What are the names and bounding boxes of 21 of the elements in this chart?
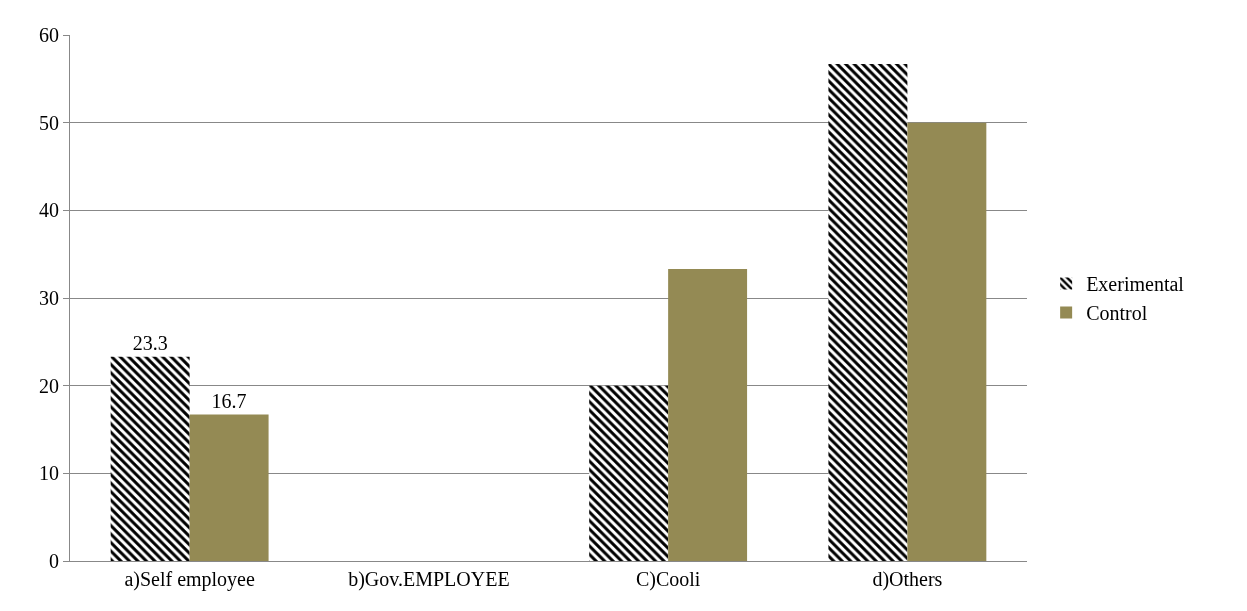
data-label: 23.3 [132,331,168,354]
x-tick-label: C)Cooli [635,568,701,591]
x-tick-label: d)Others [872,568,943,591]
text: Exerimental [1086,273,1185,296]
x-tick-label: b)Gov.EMPLOYEE [348,568,510,591]
bar [668,269,748,561]
y-tick-label: 40 [39,199,59,222]
y-tick-label: 50 [39,111,59,134]
y-tick-label: 60 [39,24,59,46]
y-tick-label: 30 [39,287,59,309]
legend-label: Control [1086,302,1148,325]
y-tick-label: 20 [39,374,59,397]
y-tick-label: 0 [49,550,59,572]
bar [110,356,190,561]
data-label: 16.7 [211,389,247,412]
bar [589,385,669,561]
bar [189,414,269,561]
x-tick-label: a)Self employee [124,568,255,591]
y-tick-label: 10 [39,462,59,485]
bar [907,122,987,561]
bar [828,63,908,561]
